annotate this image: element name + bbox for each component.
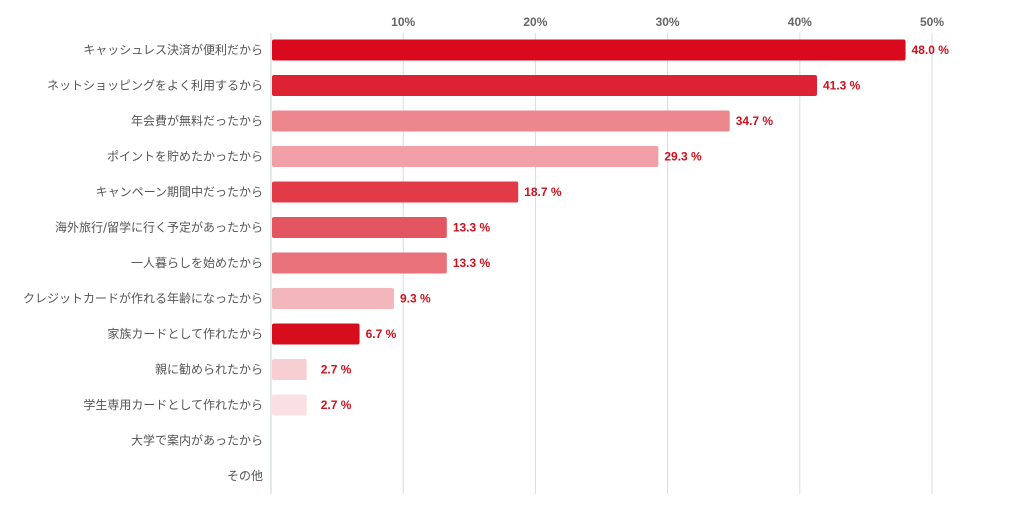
bar bbox=[272, 181, 519, 203]
bar bbox=[272, 146, 659, 167]
bars bbox=[272, 39, 906, 416]
data-label: 6.7 % bbox=[366, 327, 397, 341]
category-label: 海外旅行/留学に行く予定があったから bbox=[55, 220, 263, 235]
data-label: 29.3 % bbox=[664, 150, 702, 164]
bar bbox=[272, 39, 906, 61]
category-label: キャンペーン期間中だったから bbox=[96, 184, 263, 199]
x-tick-label: 50% bbox=[920, 15, 944, 29]
data-label: 2.7 % bbox=[321, 398, 352, 412]
gridlines bbox=[402, 33, 933, 494]
category-label: ポイントを貯めたかったから bbox=[107, 150, 263, 164]
data-label: 2.7 % bbox=[321, 363, 352, 377]
data-label: 9.3 % bbox=[400, 292, 431, 306]
bar bbox=[272, 75, 817, 96]
data-label: 13.3 % bbox=[453, 221, 491, 235]
category-label: 一人暮らしを始めたから bbox=[131, 256, 263, 270]
bar bbox=[272, 288, 394, 309]
data-labels: 48.0 % 41.3 % 34.7 % 29.3 % 18.7 % 13.3 % 13.3… bbox=[321, 43, 950, 412]
x-tick-label: 40% bbox=[788, 15, 812, 29]
x-axis-ticks: 10% 20% 30% 40% 50% bbox=[391, 15, 944, 29]
category-label: 家族カードとして作れたから bbox=[107, 326, 263, 341]
bar bbox=[272, 217, 447, 238]
category-label: 学生専用カードとして作れたから bbox=[83, 397, 263, 412]
category-label: ネットショッピングをよく利用するから bbox=[47, 79, 263, 93]
category-label: 親に勧められたから bbox=[155, 363, 263, 377]
data-label: 18.7 % bbox=[524, 185, 562, 199]
x-tick-label: 10% bbox=[391, 15, 415, 29]
category-labels: キャッシュレス決済が便利だからネットショッピングをよく利用するから年会費が無料だ… bbox=[23, 42, 263, 483]
x-tick-label: 20% bbox=[523, 15, 547, 29]
category-label: クレジットカードが作れる年齢になったから bbox=[23, 291, 263, 306]
data-label: 34.7 % bbox=[736, 114, 774, 128]
bar bbox=[272, 394, 307, 416]
data-label: 41.3 % bbox=[823, 79, 861, 93]
bar bbox=[272, 359, 307, 380]
category-label: 年会費が無料だったから bbox=[131, 113, 263, 128]
bar bbox=[272, 323, 360, 345]
data-label: 13.3 % bbox=[453, 256, 491, 270]
bar bbox=[272, 110, 730, 132]
category-label: 大学で案内があったから bbox=[131, 433, 263, 448]
data-label: 48.0 % bbox=[912, 43, 950, 57]
bar bbox=[272, 252, 447, 274]
x-tick-label: 30% bbox=[656, 15, 680, 29]
category-label: その他 bbox=[227, 469, 263, 483]
category-label: キャッシュレス決済が便利だから bbox=[83, 42, 263, 57]
